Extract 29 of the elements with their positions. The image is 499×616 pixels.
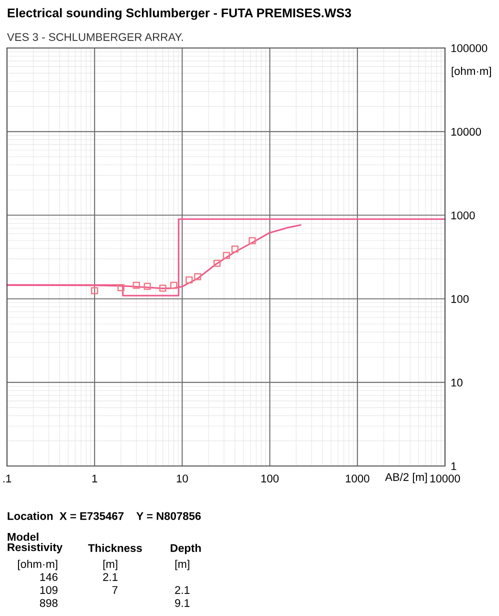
y-tick-label: 10 — [451, 378, 462, 387]
x-tick-label: 100 — [261, 474, 279, 482]
x-tick-label: .1 — [3, 474, 12, 482]
text: 2.1 — [103, 573, 118, 581]
x-tick-label: 10 — [176, 474, 188, 482]
text: 146 — [40, 573, 58, 581]
y-tick-label: 10000 — [451, 128, 482, 136]
text: 9.1 — [175, 599, 190, 607]
text: 2.1 — [175, 586, 190, 594]
y-tick-label: 100000 — [451, 44, 488, 52]
text: 109 — [40, 586, 58, 594]
y-tick-label: 1 — [451, 462, 456, 470]
y-tick-label: 100 — [451, 295, 469, 303]
y-tick-label: 1000 — [451, 211, 475, 220]
text: [m] — [175, 560, 190, 570]
text: Thickness — [88, 544, 142, 552]
text: Depth — [170, 544, 201, 554]
x-axis-title: AB/2 [m] — [385, 472, 427, 484]
chart-title: Electrical sounding Schlumberger - FUTA PREMISES.WS3 — [8, 8, 352, 20]
text: 7 — [112, 586, 118, 594]
text: [ohm·m] — [18, 560, 58, 570]
y-axis-title: [ohm·m] — [452, 66, 491, 78]
chart-subtitle: VES 3 - SCHLUMBERGER ARRAY. — [7, 33, 183, 41]
x-tick-label: 1 — [92, 474, 98, 482]
text: 898 — [40, 599, 58, 607]
x-tick-label: 1000 — [346, 474, 370, 482]
text: Location X = E735467 Y = N807856 — [8, 512, 201, 520]
text: Model Resistivity — [8, 532, 63, 554]
text: [m] — [103, 560, 118, 570]
